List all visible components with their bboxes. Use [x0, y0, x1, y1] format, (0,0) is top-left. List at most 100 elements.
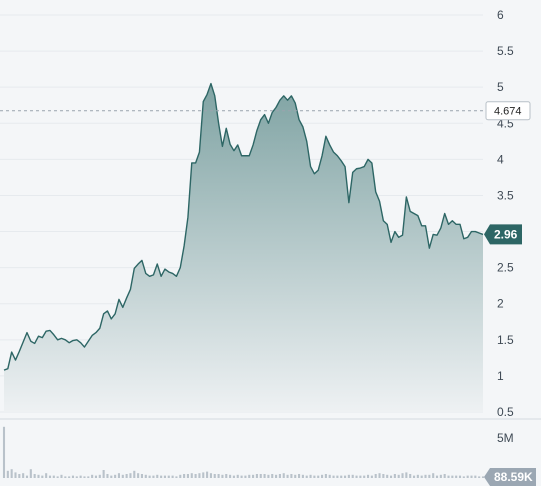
- volume-bar: [393, 474, 396, 478]
- volume-bar: [405, 472, 408, 478]
- y-tick-label: 5.5: [497, 44, 514, 58]
- volume-bar: [389, 475, 393, 478]
- volume-bar: [439, 474, 442, 478]
- price-line: [3, 82, 484, 371]
- volume-bar: [87, 476, 90, 478]
- volume-bar: [14, 472, 17, 478]
- volume-bar: [298, 474, 301, 478]
- volume-bar: [45, 473, 48, 478]
- volume-bar: [462, 476, 465, 478]
- volume-bar: [416, 474, 419, 478]
- volume-bar: [478, 476, 481, 478]
- volume-bar: [474, 475, 477, 478]
- volume-bar: [209, 473, 212, 478]
- volume-bar: [167, 475, 170, 478]
- volume-last-label: 88.59K: [494, 470, 533, 484]
- y-tick-label: 1: [497, 369, 504, 383]
- volume-bar: [428, 474, 431, 478]
- price-area-fill: [4, 83, 483, 412]
- volume-bar: [114, 474, 117, 478]
- volume-bar: [382, 474, 385, 478]
- volume-bar: [148, 475, 151, 478]
- volume-bar: [263, 474, 266, 478]
- volume-bar: [309, 474, 312, 478]
- volume-bar: [198, 473, 201, 478]
- volume-bar: [2, 426, 6, 478]
- volume-bar: [25, 475, 29, 478]
- volume-bar: [259, 474, 262, 478]
- volume-bar: [110, 475, 113, 478]
- volume-bar: [359, 475, 362, 478]
- last-value-tag: [484, 224, 522, 245]
- volume-bar: [117, 473, 120, 478]
- volume-bar: [328, 474, 331, 478]
- volume-bar: [133, 470, 136, 478]
- volume-bar: [401, 473, 404, 478]
- volume-bar: [324, 474, 327, 478]
- volume-bar: [152, 475, 155, 478]
- volume-bar: [18, 474, 21, 478]
- volume-bar: [79, 475, 82, 478]
- volume-bar: [29, 469, 32, 478]
- volume-bar: [278, 474, 281, 478]
- volume-bar: [60, 474, 63, 478]
- volume-bar: [102, 470, 105, 478]
- volume-bar: [355, 475, 358, 478]
- volume-bar: [432, 473, 435, 478]
- volume-bar: [121, 474, 124, 478]
- volume-bar: [347, 474, 350, 478]
- volume-bar: [313, 475, 316, 478]
- volume-bar: [294, 474, 297, 478]
- volume-bar: [22, 473, 25, 478]
- volume-bar: [229, 474, 232, 478]
- y-tick-label: 4: [497, 152, 504, 166]
- volume-bar: [443, 474, 446, 478]
- volume-bar: [225, 474, 228, 478]
- volume-bar: [56, 476, 59, 478]
- volume-bar: [137, 473, 140, 478]
- volume-bar: [6, 470, 9, 478]
- volume-bar: [351, 474, 354, 478]
- volume-bar: [252, 474, 255, 478]
- volume-bar: [317, 475, 320, 478]
- volume-bar: [232, 475, 235, 478]
- volume-bar: [458, 475, 462, 478]
- volume-bar: [271, 474, 274, 478]
- volume-bar: [340, 475, 343, 478]
- y-tick-label: 1.5: [497, 333, 514, 347]
- volume-bar: [370, 475, 373, 478]
- volume-bar: [41, 475, 44, 478]
- volume-bar: [190, 473, 193, 478]
- volume-bar: [175, 476, 178, 478]
- volume-bar: [409, 474, 412, 478]
- volume-bar: [48, 475, 52, 478]
- volume-bar: [255, 474, 258, 478]
- volume-bar: [206, 471, 209, 478]
- volume-bar: [83, 476, 86, 478]
- reference-label-box: [485, 101, 531, 121]
- volume-bar: [363, 475, 366, 478]
- volume-bar: [156, 474, 159, 478]
- volume-bar: [305, 475, 308, 478]
- volume-bar: [321, 474, 324, 478]
- volume-bar: [236, 474, 239, 478]
- volume-bar: [275, 474, 278, 478]
- volume-bar: [451, 475, 454, 478]
- volume-bar: [481, 476, 485, 478]
- volume-bar: [202, 472, 205, 478]
- volume-bar: [98, 474, 101, 478]
- volume-bar: [447, 475, 450, 478]
- reference-value-label: 4.674: [494, 106, 522, 118]
- volume-bar: [75, 476, 78, 478]
- volume-bar: [420, 475, 423, 478]
- volume-bar: [267, 474, 270, 478]
- volume-bar: [71, 475, 75, 478]
- volume-bar: [160, 475, 163, 478]
- volume-bar: [374, 474, 377, 478]
- volume-bar: [129, 473, 132, 478]
- volume-bar: [140, 474, 143, 478]
- volume-bar: [286, 474, 289, 478]
- volume-tick-label: 5M: [497, 431, 514, 445]
- volume-bar: [179, 474, 182, 478]
